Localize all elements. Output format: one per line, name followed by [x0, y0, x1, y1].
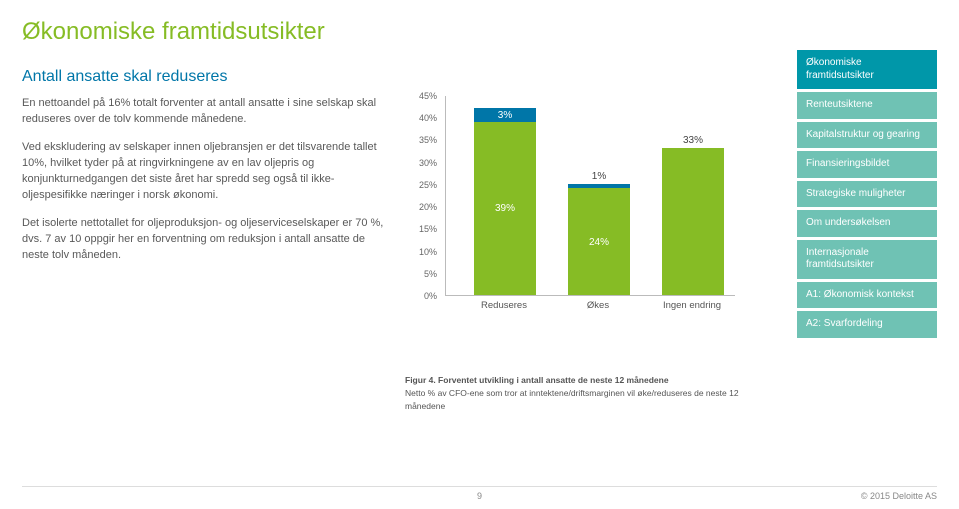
chart-container: 0%5%10%15%20%25%30%35%40%45% 39%3%24%1%3…	[405, 96, 745, 412]
bar-segment	[662, 148, 724, 295]
sidebar-item[interactable]: Renteutsiktene	[797, 92, 937, 119]
footer-divider	[22, 486, 937, 487]
bar-group: 24%1%	[568, 184, 630, 295]
paragraph-2: Ved ekskludering av selskaper innen olje…	[22, 140, 392, 204]
sidebar-nav: Økonomiske framtidsutsikter Renteutsikten…	[797, 50, 937, 341]
bar-value-label: 1%	[568, 171, 630, 182]
bar-group: 39% 3%	[474, 108, 536, 295]
bar-value-label: 3%	[474, 110, 536, 121]
chart-caption: Figur 4. Forventet utvikling i antall an…	[405, 374, 745, 412]
page-title: Økonomiske framtidsutsikter	[22, 18, 937, 46]
figure-subcaption: Netto % av CFO-ene som tror at inntekten…	[405, 388, 739, 411]
paragraph-1: En nettoandel på 16% totalt forventer at…	[22, 96, 392, 128]
sidebar-item[interactable]: Strategiske muligheter	[797, 181, 937, 208]
y-tick: 0%	[424, 291, 437, 301]
x-axis-labels: Reduseres Økes Ingen endring	[445, 300, 735, 320]
footer: 9 © 2015 Deloitte AS	[0, 486, 959, 501]
subtitle: Antall ansatte skal reduseres	[22, 68, 392, 86]
sidebar-item[interactable]: Om undersøkelsen	[797, 210, 937, 237]
sidebar-item[interactable]: A2: Svarfordeling	[797, 311, 937, 338]
bar-chart: 0%5%10%15%20%25%30%35%40%45% 39%3%24%1%3…	[405, 96, 745, 326]
sidebar-item[interactable]: Kapitalstruktur og gearing	[797, 122, 937, 149]
y-tick: 15%	[419, 224, 437, 234]
y-tick: 30%	[419, 158, 437, 168]
plot-area: 39%3%24%1%33%	[445, 96, 735, 296]
page-number: 9	[22, 491, 937, 501]
y-tick: 45%	[419, 91, 437, 101]
x-axis-label: Økes	[557, 300, 639, 311]
bar-segment	[568, 184, 630, 188]
paragraph-3: Det isolerte nettotallet for oljeproduks…	[22, 216, 392, 264]
y-tick: 10%	[419, 247, 437, 257]
bar-value-label: 33%	[662, 135, 724, 146]
y-axis: 0%5%10%15%20%25%30%35%40%45%	[405, 96, 441, 296]
y-tick: 5%	[424, 269, 437, 279]
sidebar-item[interactable]: Finansieringsbildet	[797, 151, 937, 178]
sidebar-item[interactable]: Økonomiske framtidsutsikter	[797, 50, 937, 89]
bar-value-label: 24%	[568, 237, 630, 248]
x-axis-label: Ingen endring	[651, 300, 733, 311]
y-tick: 35%	[419, 135, 437, 145]
y-tick: 40%	[419, 113, 437, 123]
sidebar-item[interactable]: A1: Økonomisk kontekst	[797, 282, 937, 309]
x-axis-label: Reduseres	[463, 300, 545, 311]
text-column: Antall ansatte skal reduseres En nettoan…	[22, 68, 392, 275]
sidebar-item[interactable]: Internasjonale framtidsutsikter	[797, 240, 937, 279]
y-tick: 25%	[419, 180, 437, 190]
figure-label: Figur 4. Forventet utvikling i antall an…	[405, 375, 669, 385]
copyright: © 2015 Deloitte AS	[861, 491, 937, 501]
bar-group: 33%	[662, 148, 724, 295]
y-tick: 20%	[419, 202, 437, 212]
bar-value-label: 39%	[474, 203, 536, 214]
